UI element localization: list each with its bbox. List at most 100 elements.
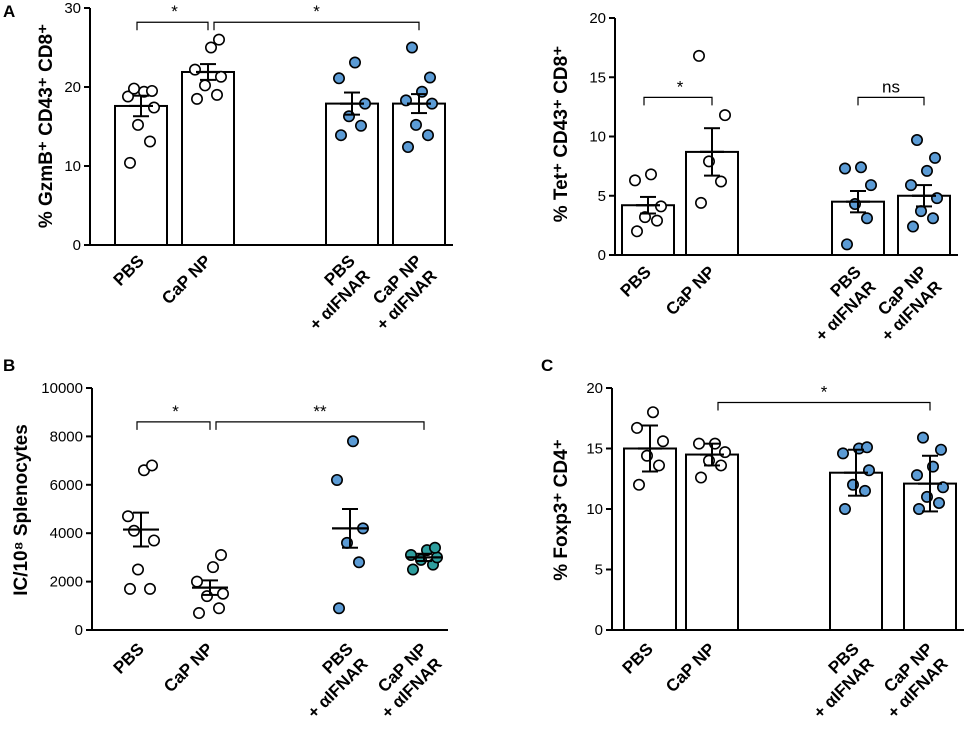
data-point	[930, 192, 943, 205]
data-point	[348, 56, 361, 69]
data-point	[423, 71, 436, 84]
y-axis-title: % Tet⁺ CD43⁺ CD8⁺	[551, 46, 572, 223]
group-cap-np-ifnar: CaP NP+ αIFNAR	[363, 541, 446, 722]
chart-panel-b: B 0 2000 4000 6000 8000 10000 IC/10⁸ Splenocyte…	[3, 356, 448, 722]
y-tick-label: 4000	[50, 525, 83, 542]
data-point	[332, 72, 345, 85]
data-point	[330, 473, 343, 486]
data-point	[144, 135, 157, 148]
data-point	[146, 84, 159, 97]
panel-letter: C	[541, 356, 553, 375]
data-point	[630, 421, 643, 434]
data-point	[644, 168, 657, 181]
group-pbs: PBS	[110, 459, 161, 678]
data-point	[213, 602, 226, 615]
category-label: CaP NP	[160, 639, 217, 696]
data-point	[132, 563, 145, 576]
data-point	[854, 161, 867, 174]
group-pbs-ifnar: PBS+ αIFNAR	[304, 435, 372, 722]
panel-letter: B	[3, 356, 15, 375]
data-point	[646, 406, 659, 419]
data-point	[862, 464, 875, 477]
panel-letter: A	[3, 2, 15, 21]
category-label-line: PBS	[617, 262, 655, 300]
significance-bracket	[717, 401, 931, 411]
data-point	[205, 41, 218, 54]
data-point	[217, 587, 230, 600]
y-tick-label: 5	[598, 188, 606, 205]
significance-bracket	[643, 96, 713, 106]
group-pbs-ifnar: PBS+ αIFNAR	[291, 56, 379, 334]
y-tick-label: 10	[586, 501, 603, 518]
data-point	[836, 447, 849, 460]
category-label: PBS+ αIFNAR	[795, 639, 878, 722]
data-point	[934, 443, 947, 456]
data-point	[346, 435, 359, 448]
data-point	[692, 437, 705, 450]
bar	[325, 102, 379, 246]
category-label: PBS	[110, 639, 148, 677]
y-tick-label: 15	[586, 441, 603, 458]
data-point	[858, 484, 871, 497]
data-point	[122, 510, 135, 523]
bar	[623, 447, 677, 631]
group-pbs: PBS	[619, 406, 677, 678]
data-point	[718, 109, 731, 122]
data-point	[926, 212, 939, 225]
data-point	[910, 134, 923, 147]
data-point	[932, 496, 945, 509]
data-point	[920, 164, 933, 177]
category-label: CaP NP+ αIFNAR	[363, 639, 446, 722]
significance-label: ns	[882, 77, 900, 96]
bar	[392, 102, 446, 246]
data-point	[654, 200, 667, 213]
group-cap-np: CaP NP	[160, 548, 230, 696]
group-cap-np-ifnar: CaP NP+ αIFNAR	[369, 41, 446, 334]
y-tick-label: 0	[73, 237, 81, 254]
category-label: CaP NP+ αIFNAR	[869, 639, 952, 722]
group-pbs-ifnar: PBS+ αIFNAR	[797, 161, 885, 345]
data-point	[840, 238, 853, 251]
category-label: CaP NP	[662, 639, 719, 696]
data-point	[914, 205, 927, 218]
data-point	[191, 92, 204, 105]
data-point	[904, 179, 917, 192]
y-axis-title: % Foxp3⁺ CD4⁺	[551, 439, 572, 580]
bar	[829, 471, 883, 632]
y-tick-label: 10	[589, 129, 606, 146]
data-point	[334, 129, 347, 142]
data-point	[650, 214, 663, 227]
category-label-line: PBS	[110, 251, 148, 289]
data-point	[838, 162, 851, 175]
data-point	[906, 220, 919, 233]
data-point	[213, 33, 226, 46]
data-point	[148, 534, 161, 547]
y-tick-label: 10	[64, 158, 81, 175]
data-point	[864, 179, 877, 192]
data-point	[191, 575, 204, 588]
category-label: PBS	[619, 639, 657, 677]
data-point	[694, 196, 707, 209]
group-cap-np: CaP NP	[158, 33, 235, 308]
y-tick-label: 0	[595, 622, 603, 639]
category-label-line: CaP NP	[160, 639, 217, 696]
significance-bracket	[136, 21, 209, 31]
data-point	[860, 212, 873, 225]
category-label: CaP NP	[662, 262, 719, 319]
category-label: PBS+ αIFNAR	[797, 262, 880, 345]
data-point	[132, 118, 145, 131]
significance-bracket	[213, 21, 420, 31]
category-label: PBS	[617, 262, 655, 300]
category-label: PBS+ αIFNAR	[291, 251, 374, 334]
data-point	[332, 602, 345, 615]
group-cap-np: CaP NP	[662, 49, 739, 319]
data-point	[401, 141, 414, 154]
significance-label: *	[821, 383, 828, 402]
significance-label: **	[313, 402, 327, 421]
data-point	[632, 478, 645, 491]
data-point	[409, 118, 422, 131]
data-point	[128, 524, 141, 537]
chart-panel-a2: 0 5 10 15 20 % Tet⁺ CD43⁺ CD8⁺ PBS CaP NP PBS+ α…	[551, 10, 958, 345]
data-point	[189, 63, 202, 76]
data-point	[428, 541, 441, 554]
